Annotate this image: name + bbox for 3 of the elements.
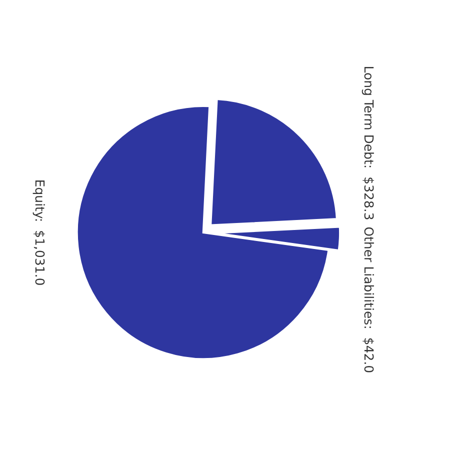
slice-label: Other Liabilities: $42.0 <box>362 227 374 372</box>
slice-label: Long Term Debt: $328.3 <box>362 66 374 220</box>
slice-label: Equity: $1,031.0 <box>32 180 45 285</box>
